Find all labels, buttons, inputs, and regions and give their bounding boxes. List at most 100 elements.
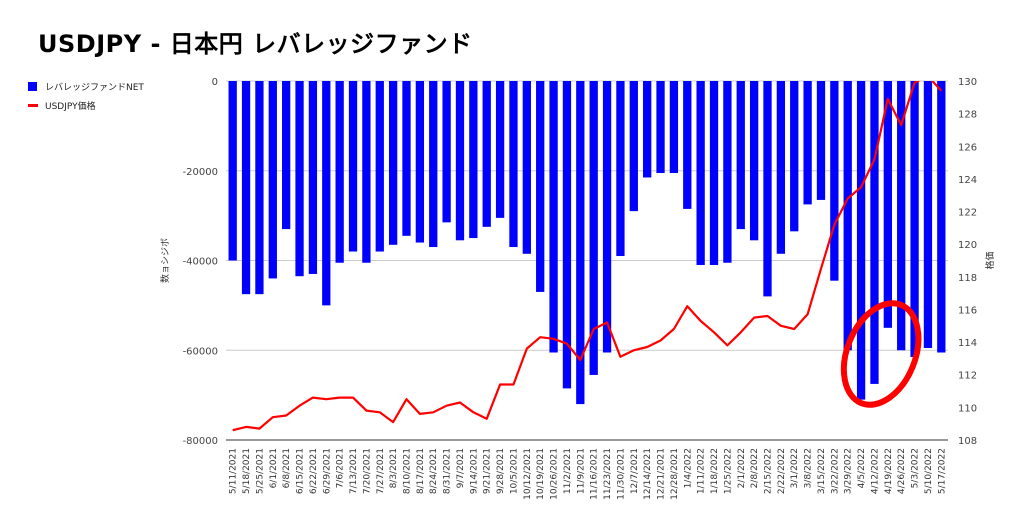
x-tick-label: 3/29/2022 xyxy=(844,448,854,494)
x-tick-label: 5/3/2022 xyxy=(911,448,921,488)
x-tick-label: 11/16/2021 xyxy=(590,448,600,500)
x-tick-label: 1/25/2022 xyxy=(723,448,733,494)
bar xyxy=(536,81,545,292)
y-right-tick-label: 112 xyxy=(958,371,977,382)
legend-item-price: USDJPY価格 xyxy=(28,96,144,115)
bar xyxy=(696,81,705,265)
x-tick-label: 5/25/2021 xyxy=(255,448,265,494)
y-right-tick-label: 110 xyxy=(958,403,977,414)
x-tick-label: 7/20/2021 xyxy=(362,448,372,494)
bar xyxy=(295,81,304,277)
y-left-tick-label: 0 xyxy=(212,77,218,88)
y-left-tick-label: -80000 xyxy=(183,436,218,447)
x-tick-label: 11/30/2021 xyxy=(616,448,626,500)
bar xyxy=(816,81,826,200)
chart-legend: レバレッジファンドNET USDJPY価格 xyxy=(28,77,144,115)
bar xyxy=(910,81,919,357)
bar xyxy=(669,81,679,173)
bar xyxy=(241,81,251,295)
y-left-tick-label: -60000 xyxy=(183,346,218,357)
bar xyxy=(709,81,719,265)
bar xyxy=(362,81,371,263)
bar xyxy=(322,81,331,306)
bar xyxy=(522,81,531,254)
x-tick-label: 8/17/2021 xyxy=(416,448,426,494)
bar xyxy=(937,81,946,353)
bar xyxy=(562,81,572,389)
bar xyxy=(348,81,358,252)
x-tick-label: 2/1/2022 xyxy=(737,448,747,488)
x-tick-label: 9/28/2021 xyxy=(496,448,506,494)
legend-swatch-bar xyxy=(28,82,37,91)
bar xyxy=(482,81,491,227)
y-right-axis-label: 格価 xyxy=(984,251,996,269)
x-tick-label: 2/8/2022 xyxy=(750,448,760,488)
bar xyxy=(616,81,625,257)
bar xyxy=(308,81,318,274)
bar xyxy=(282,81,291,230)
x-tick-label: 6/29/2021 xyxy=(322,448,332,494)
bar xyxy=(415,81,425,243)
bar xyxy=(856,81,866,400)
x-tick-label: 2/15/2022 xyxy=(764,448,774,494)
x-tick-label: 11/23/2021 xyxy=(603,448,613,500)
y-right-tick-label: 108 xyxy=(958,436,977,447)
x-tick-label: 6/15/2021 xyxy=(296,448,306,494)
bar xyxy=(749,81,759,241)
bar xyxy=(469,81,478,239)
bar xyxy=(335,81,344,263)
y-right-tick-label: 116 xyxy=(958,305,977,316)
bar xyxy=(723,81,732,263)
y-right-tick-label: 128 xyxy=(958,110,977,121)
bar xyxy=(830,81,839,281)
bar xyxy=(589,81,598,375)
x-tick-label: 11/9/2021 xyxy=(576,448,586,494)
y-right-tick-label: 118 xyxy=(958,273,977,284)
x-tick-label: 4/19/2022 xyxy=(884,448,894,494)
price-line xyxy=(232,81,943,432)
bar xyxy=(843,81,852,351)
bar xyxy=(255,81,264,295)
x-tick-label: 2/22/2022 xyxy=(777,448,787,494)
y-right-tick-label: 130 xyxy=(958,77,977,88)
x-tick-label: 5/10/2022 xyxy=(924,448,934,494)
x-tick-label: 12/21/2021 xyxy=(657,448,667,500)
x-tick-label: 8/31/2021 xyxy=(443,448,453,494)
bar xyxy=(629,81,638,212)
x-tick-label: 12/28/2021 xyxy=(670,448,680,500)
bar xyxy=(656,81,665,173)
bar xyxy=(509,81,518,248)
x-tick-label: 6/8/2021 xyxy=(282,448,292,488)
x-tick-label: 11/2/2021 xyxy=(563,448,573,494)
x-tick-label: 10/5/2021 xyxy=(509,448,519,494)
y-left-axis-label: 数ョシジボ xyxy=(159,238,171,283)
x-tick-label: 10/12/2021 xyxy=(523,448,533,500)
bar xyxy=(803,81,812,205)
x-tick-label: 3/22/2022 xyxy=(830,448,840,494)
chart-title: USDJPY - 日本円 レバレッジファンド xyxy=(38,30,473,58)
x-tick-label: 1/11/2022 xyxy=(697,448,707,494)
legend-swatch-line xyxy=(28,104,38,107)
bar xyxy=(268,81,277,279)
x-tick-label: 9/7/2021 xyxy=(456,448,466,488)
x-tick-label: 4/5/2022 xyxy=(857,448,867,488)
bar xyxy=(429,81,438,248)
y-right-tick-label: 122 xyxy=(958,208,977,219)
y-right-tick-label: 120 xyxy=(958,240,977,251)
x-tick-label: 8/3/2021 xyxy=(389,448,399,488)
x-tick-label: 6/22/2021 xyxy=(309,448,319,494)
bar xyxy=(776,81,786,254)
x-tick-label: 8/24/2021 xyxy=(429,448,439,494)
bar xyxy=(763,81,772,297)
x-tick-label: 5/17/2022 xyxy=(937,448,947,494)
bar xyxy=(388,81,398,245)
x-tick-label: 7/13/2021 xyxy=(349,448,359,494)
x-tick-label: 7/27/2021 xyxy=(376,448,386,494)
y-left-tick-label: -40000 xyxy=(183,257,218,268)
bar xyxy=(923,81,933,349)
y-right-tick-label: 126 xyxy=(958,142,977,153)
bar xyxy=(870,81,879,384)
bar xyxy=(790,81,799,232)
bar xyxy=(442,81,451,223)
